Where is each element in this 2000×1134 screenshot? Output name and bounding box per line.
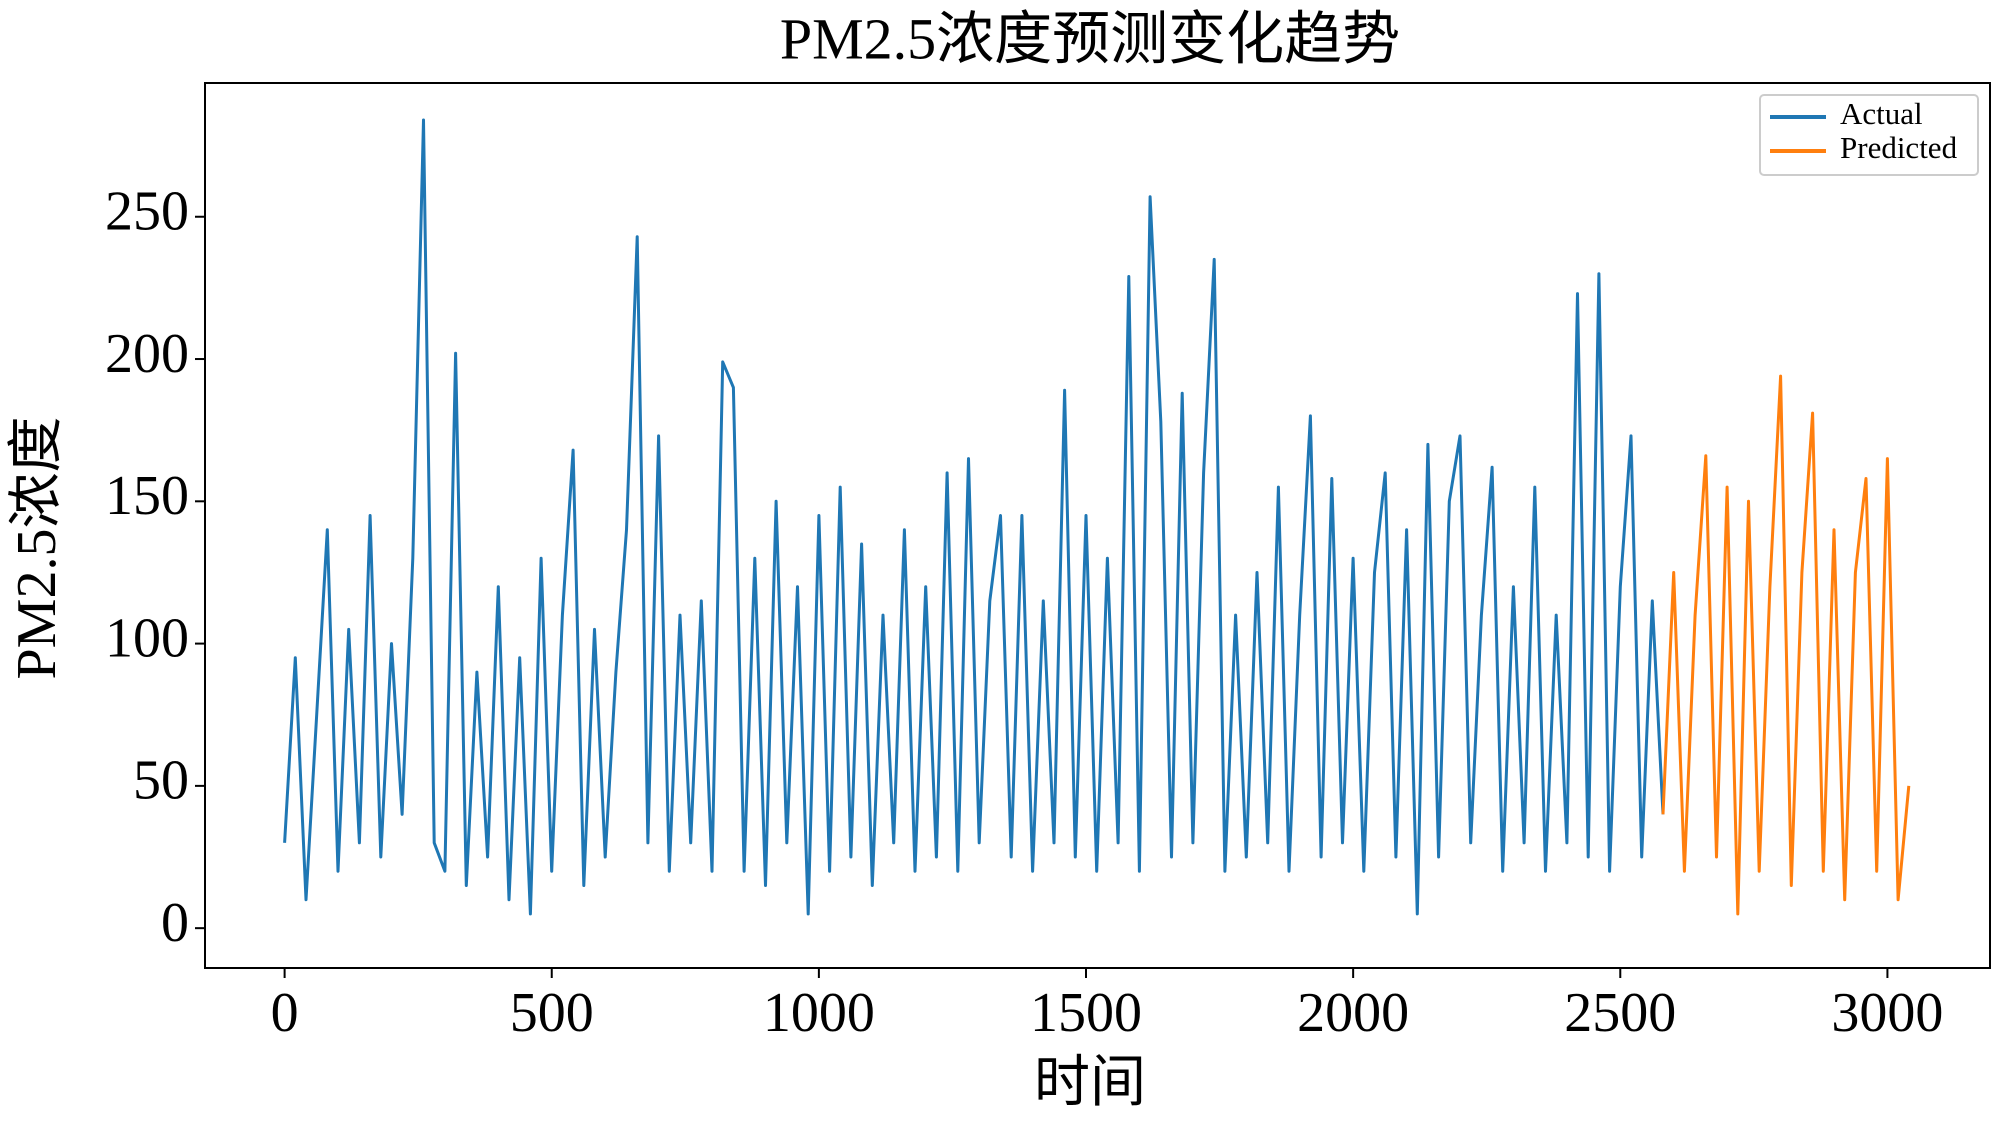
x-tick-label: 500 bbox=[510, 982, 594, 1044]
y-tick-label: 100 bbox=[105, 607, 189, 669]
y-tick-label: 200 bbox=[105, 323, 189, 385]
data-line bbox=[283, 118, 1665, 916]
y-tick-label: 0 bbox=[161, 892, 189, 954]
x-tick-label: 1000 bbox=[763, 982, 875, 1044]
x-tick-label: 2500 bbox=[1564, 982, 1676, 1044]
chart-title: PM2.5浓度预测变化趋势 bbox=[780, 6, 1400, 71]
plot-frame bbox=[204, 82, 1991, 969]
y-axis-label: PM2.5浓度 bbox=[6, 417, 68, 680]
data-line bbox=[1661, 374, 1911, 916]
x-tick-label: 1500 bbox=[1030, 982, 1142, 1044]
x-tick-label: 2000 bbox=[1297, 982, 1409, 1044]
legend-label: Predicted bbox=[1840, 130, 1958, 165]
y-tick-label: 50 bbox=[133, 750, 189, 812]
legend-label: Actual bbox=[1840, 96, 1923, 131]
y-tick-label: 250 bbox=[105, 181, 189, 243]
x-tick-label: 0 bbox=[271, 982, 299, 1044]
x-axis-label: 时间 bbox=[1034, 1052, 1146, 1114]
x-tick-label: 3000 bbox=[1831, 982, 1943, 1044]
y-tick-label: 150 bbox=[105, 465, 189, 527]
